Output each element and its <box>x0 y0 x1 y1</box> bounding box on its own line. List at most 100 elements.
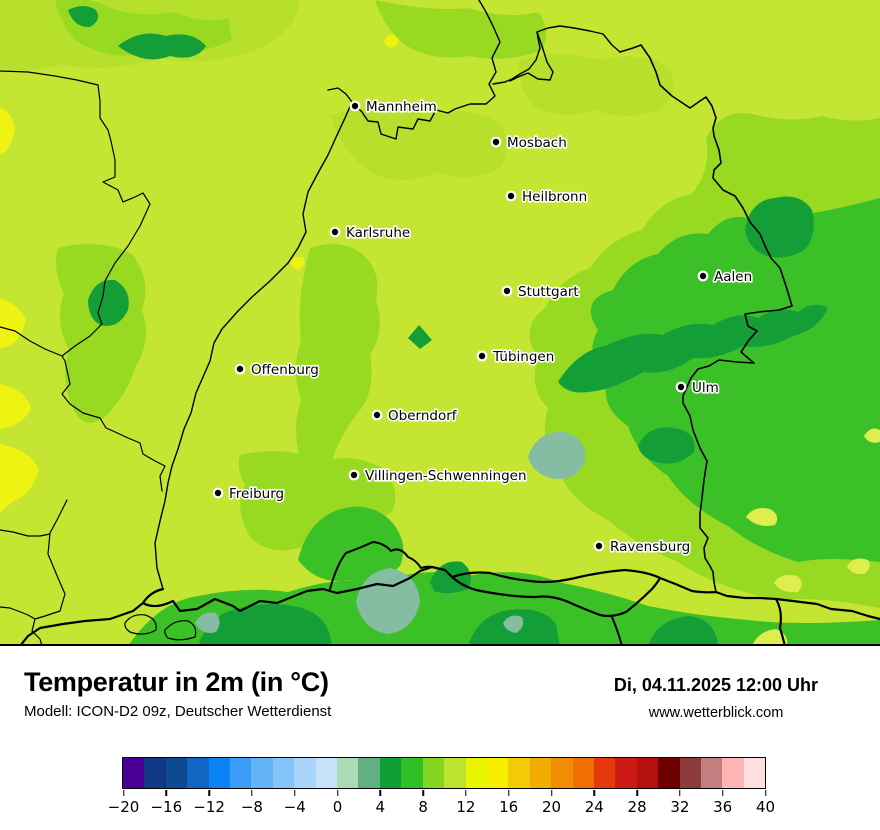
border-line-swiss-west <box>18 601 145 646</box>
colorbar-tick-mark <box>122 790 125 796</box>
colorbar-tick-mark <box>208 790 210 796</box>
colorbar-tick-mark <box>422 790 424 796</box>
temp-region-2-4 <box>195 612 220 633</box>
city-marker-oberndorf: Oberndorf <box>371 406 459 426</box>
colorbar-tick-mark <box>764 790 767 796</box>
border-line-hessen <box>327 0 501 140</box>
colorbar-tick-mark <box>507 790 510 796</box>
city-marker-stuttgart: Stuttgart <box>501 282 580 302</box>
temp-region-4-6 <box>68 6 98 28</box>
city-marker-villingen-schwenningen: Villingen-Schwenningen <box>348 466 528 486</box>
city-marker-aalen: Aalen <box>697 267 754 287</box>
colorbar-segment <box>272 758 295 788</box>
caption-left: Temperatur in 2m (in °C) Modell: ICON-D2… <box>24 666 331 720</box>
city-label: Mosbach <box>507 135 567 151</box>
colorbar-segment <box>251 758 273 788</box>
border-line-france-north <box>0 70 166 492</box>
border-line-lake-constance-north <box>450 568 662 584</box>
caption-right: Di, 04.11.2025 12:00 Uhr www.wetterblick… <box>570 674 862 721</box>
colorbar-tick-label: 16 <box>499 798 519 816</box>
colorbar-segment <box>572 758 594 788</box>
colorbar-tick-label: −16 <box>150 798 183 816</box>
temp-region-10-12-tint <box>330 107 508 180</box>
city-dot <box>677 383 685 391</box>
colorbar-segment <box>294 758 316 788</box>
colorbar-tick-label: 20 <box>541 798 562 816</box>
temp-region-2-4 <box>528 431 586 479</box>
colorbar-segment <box>529 758 552 788</box>
city-marker-t-bingen: Tübingen <box>476 347 556 367</box>
border-line-lake-constance-south <box>450 575 662 618</box>
colorbar-tick-label: 0 <box>332 798 343 816</box>
border-line-rhine <box>154 101 353 590</box>
border-line-swiss-canton-b <box>164 620 197 641</box>
temp-region-12-14 <box>384 34 399 48</box>
colorbar-tick-label: −20 <box>107 798 140 816</box>
colorbar-segment <box>551 758 573 788</box>
temp-region-4-6 <box>198 604 332 646</box>
city-dot <box>214 489 222 497</box>
colorbar-tick-label: 8 <box>418 798 428 816</box>
colorbar-segment <box>700 758 723 788</box>
city-label: Tübingen <box>492 349 554 365</box>
temp-region-12-14 <box>0 298 26 349</box>
city-dot <box>478 352 486 360</box>
forecast-datetime: Di, 04.11.2025 12:00 Uhr <box>613 675 819 695</box>
colorbar-segment <box>593 758 616 788</box>
border-line-france-west <box>0 326 63 357</box>
colorbar-segment <box>337 758 359 788</box>
city-label: Offenburg <box>251 362 319 378</box>
city-marker-ravensburg: Ravensburg <box>593 537 692 557</box>
temperature-map-svg: Mannheim Mosbach Heilbronn Karlsruhe Aalen St… <box>0 0 880 646</box>
border-line-jura <box>31 499 68 646</box>
temp-region-12-14 <box>847 558 870 575</box>
colorbar-segment <box>187 758 209 788</box>
city-dot <box>699 272 707 280</box>
colorbar-tick-label: 24 <box>584 798 604 816</box>
colorbar-segment <box>208 758 231 788</box>
city-label: Freiburg <box>229 486 284 502</box>
temp-region-4-6 <box>118 33 206 60</box>
temp-region-4-6 <box>558 304 828 393</box>
city-label: Villingen-Schwenningen <box>365 468 527 484</box>
temperature-colorbar <box>122 757 766 789</box>
temp-region-12-14 <box>746 508 778 526</box>
colorbar-segment <box>615 758 637 788</box>
city-label: Ulm <box>692 380 719 396</box>
city-dot <box>373 411 381 419</box>
city-label: Stuttgart <box>518 284 579 300</box>
temp-region-12-14 <box>0 444 39 513</box>
temp-region-12-14 <box>774 574 802 593</box>
city-dot <box>331 228 339 236</box>
city-dot <box>595 542 603 550</box>
colorbar-segment <box>636 758 659 788</box>
border-line-odenwald-loop-inner <box>509 31 554 82</box>
colorbar-segment <box>679 758 701 788</box>
colorbar-tick-mark <box>679 790 681 796</box>
colorbar-tick-mark <box>379 790 382 796</box>
colorbar-tick-label: 32 <box>670 798 690 816</box>
city-marker-heilbronn: Heilbronn <box>505 187 589 207</box>
colorbar-segment <box>144 758 166 788</box>
colorbar-segment <box>508 758 530 788</box>
city-dot <box>351 102 359 110</box>
border-line-hochrhein <box>178 565 454 613</box>
border-line-bavaria <box>619 44 793 593</box>
colorbar-segment <box>444 758 466 788</box>
colorbar-tick-mark <box>550 790 553 796</box>
colorbar-tick-mark <box>465 790 467 796</box>
colorbar-segment <box>743 758 766 788</box>
colorbar-tick-label: −8 <box>240 798 263 816</box>
temp-region-10-12-tint <box>518 54 674 116</box>
city-markers: Mannheim Mosbach Heilbronn Karlsruhe Aalen St… <box>212 97 754 557</box>
website-url: www.wetterblick.com <box>648 705 784 721</box>
colorbar-tick-mark <box>165 790 168 796</box>
city-label: Ravensburg <box>610 539 690 555</box>
colorbar-tick-mark <box>251 790 253 796</box>
colorbar-segment <box>315 758 338 788</box>
colorbar-tick-mark <box>721 790 724 796</box>
city-label: Mannheim <box>366 99 437 115</box>
colorbar-tick-label: −12 <box>193 798 225 816</box>
temp-region-12-14 <box>291 256 305 270</box>
